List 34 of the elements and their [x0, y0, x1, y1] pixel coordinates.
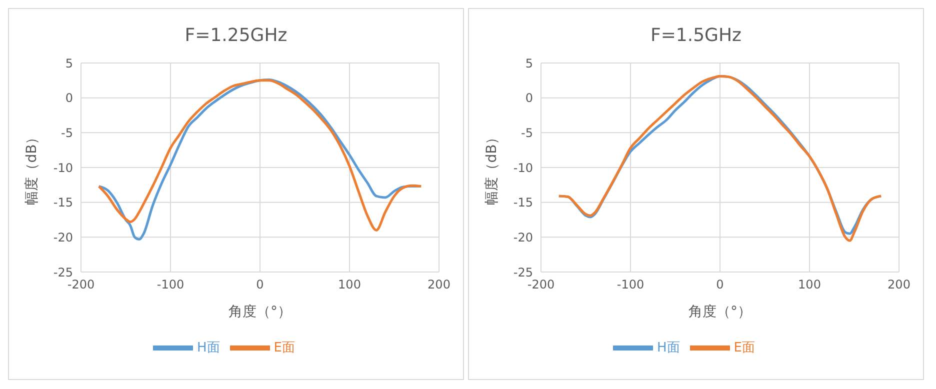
y-tick-label: -10	[513, 160, 533, 175]
x-tick-label: 200	[888, 278, 910, 292]
y-axis-title: 幅度（dB）	[484, 130, 500, 205]
y-tick-label: 0	[525, 91, 533, 106]
legend-label: E面	[734, 340, 755, 356]
legend-label: E面	[274, 340, 295, 356]
x-tick-label: -100	[156, 278, 184, 292]
y-tick-label: -25	[513, 265, 533, 280]
y-tick-label: -25	[53, 265, 73, 280]
y-tick-label: 0	[65, 91, 73, 106]
y-tick-label: -20	[53, 230, 73, 244]
x-tick-label: -200	[67, 278, 95, 292]
x-tick-label: 100	[798, 278, 821, 292]
y-tick-label: -5	[521, 126, 533, 140]
y-tick-label: -15	[513, 196, 533, 210]
chart-title: F=1.5GHz	[650, 25, 742, 48]
y-tick-label: -10	[53, 160, 73, 175]
x-tick-label: 200	[428, 278, 450, 292]
x-tick-label: 100	[338, 278, 361, 292]
y-axis-title: 幅度（dB）	[24, 130, 40, 205]
legend-label: H面	[657, 340, 680, 356]
x-tick-label: 0	[716, 278, 724, 292]
chart-title: F=1.25GHz	[184, 25, 288, 48]
y-tick-label: -15	[53, 196, 73, 210]
x-tick-label: -100	[616, 278, 644, 292]
x-tick-label: -200	[527, 278, 555, 292]
y-tick-label: 5	[65, 56, 73, 70]
x-axis-title: 角度（°）	[228, 304, 292, 320]
legend-label: H面	[197, 340, 220, 356]
y-tick-label: 5	[525, 56, 533, 70]
y-tick-label: -20	[513, 230, 533, 244]
y-tick-label: -5	[61, 126, 73, 140]
x-tick-label: 0	[256, 278, 264, 292]
x-axis-title: 角度（°）	[688, 304, 752, 320]
